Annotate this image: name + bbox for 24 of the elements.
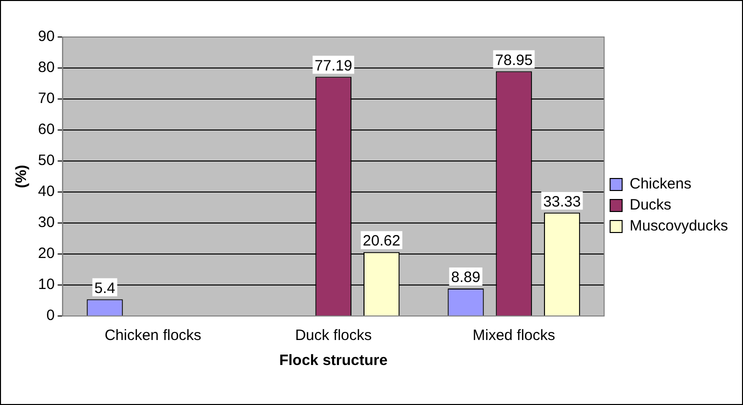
- legend-label: Ducks: [630, 196, 672, 214]
- y-tick-label: 30: [38, 214, 55, 232]
- data-label: 33.33: [543, 193, 581, 210]
- y-tick-label: 90: [38, 28, 55, 46]
- y-tick-label: 20: [38, 245, 55, 262]
- y-tick-label: 80: [38, 59, 55, 76]
- x-tick-label: Mixed flocks: [472, 327, 556, 344]
- data-label: 5.4: [94, 280, 116, 297]
- y-axis-title: (%): [13, 164, 30, 188]
- x-axis-title: Flock structure: [279, 352, 388, 370]
- data-label: 78.95: [495, 52, 533, 69]
- x-tick-label: Duck flocks: [295, 327, 372, 344]
- x-tick-label: Chicken flocks: [104, 327, 202, 344]
- y-tick-label: 40: [38, 183, 55, 200]
- y-tick-label: 0: [46, 307, 55, 324]
- y-tick-label: 70: [38, 90, 55, 108]
- legend-label: Chickens: [630, 176, 692, 193]
- y-tick-label: 10: [38, 276, 55, 294]
- data-label: 77.19: [314, 57, 352, 74]
- data-label: 20.62: [362, 232, 400, 250]
- data-label: 8.89: [451, 269, 480, 286]
- y-tick-label: 60: [38, 121, 55, 138]
- y-tick-label: 50: [38, 152, 55, 170]
- legend-label: Muscovyducks: [630, 218, 728, 235]
